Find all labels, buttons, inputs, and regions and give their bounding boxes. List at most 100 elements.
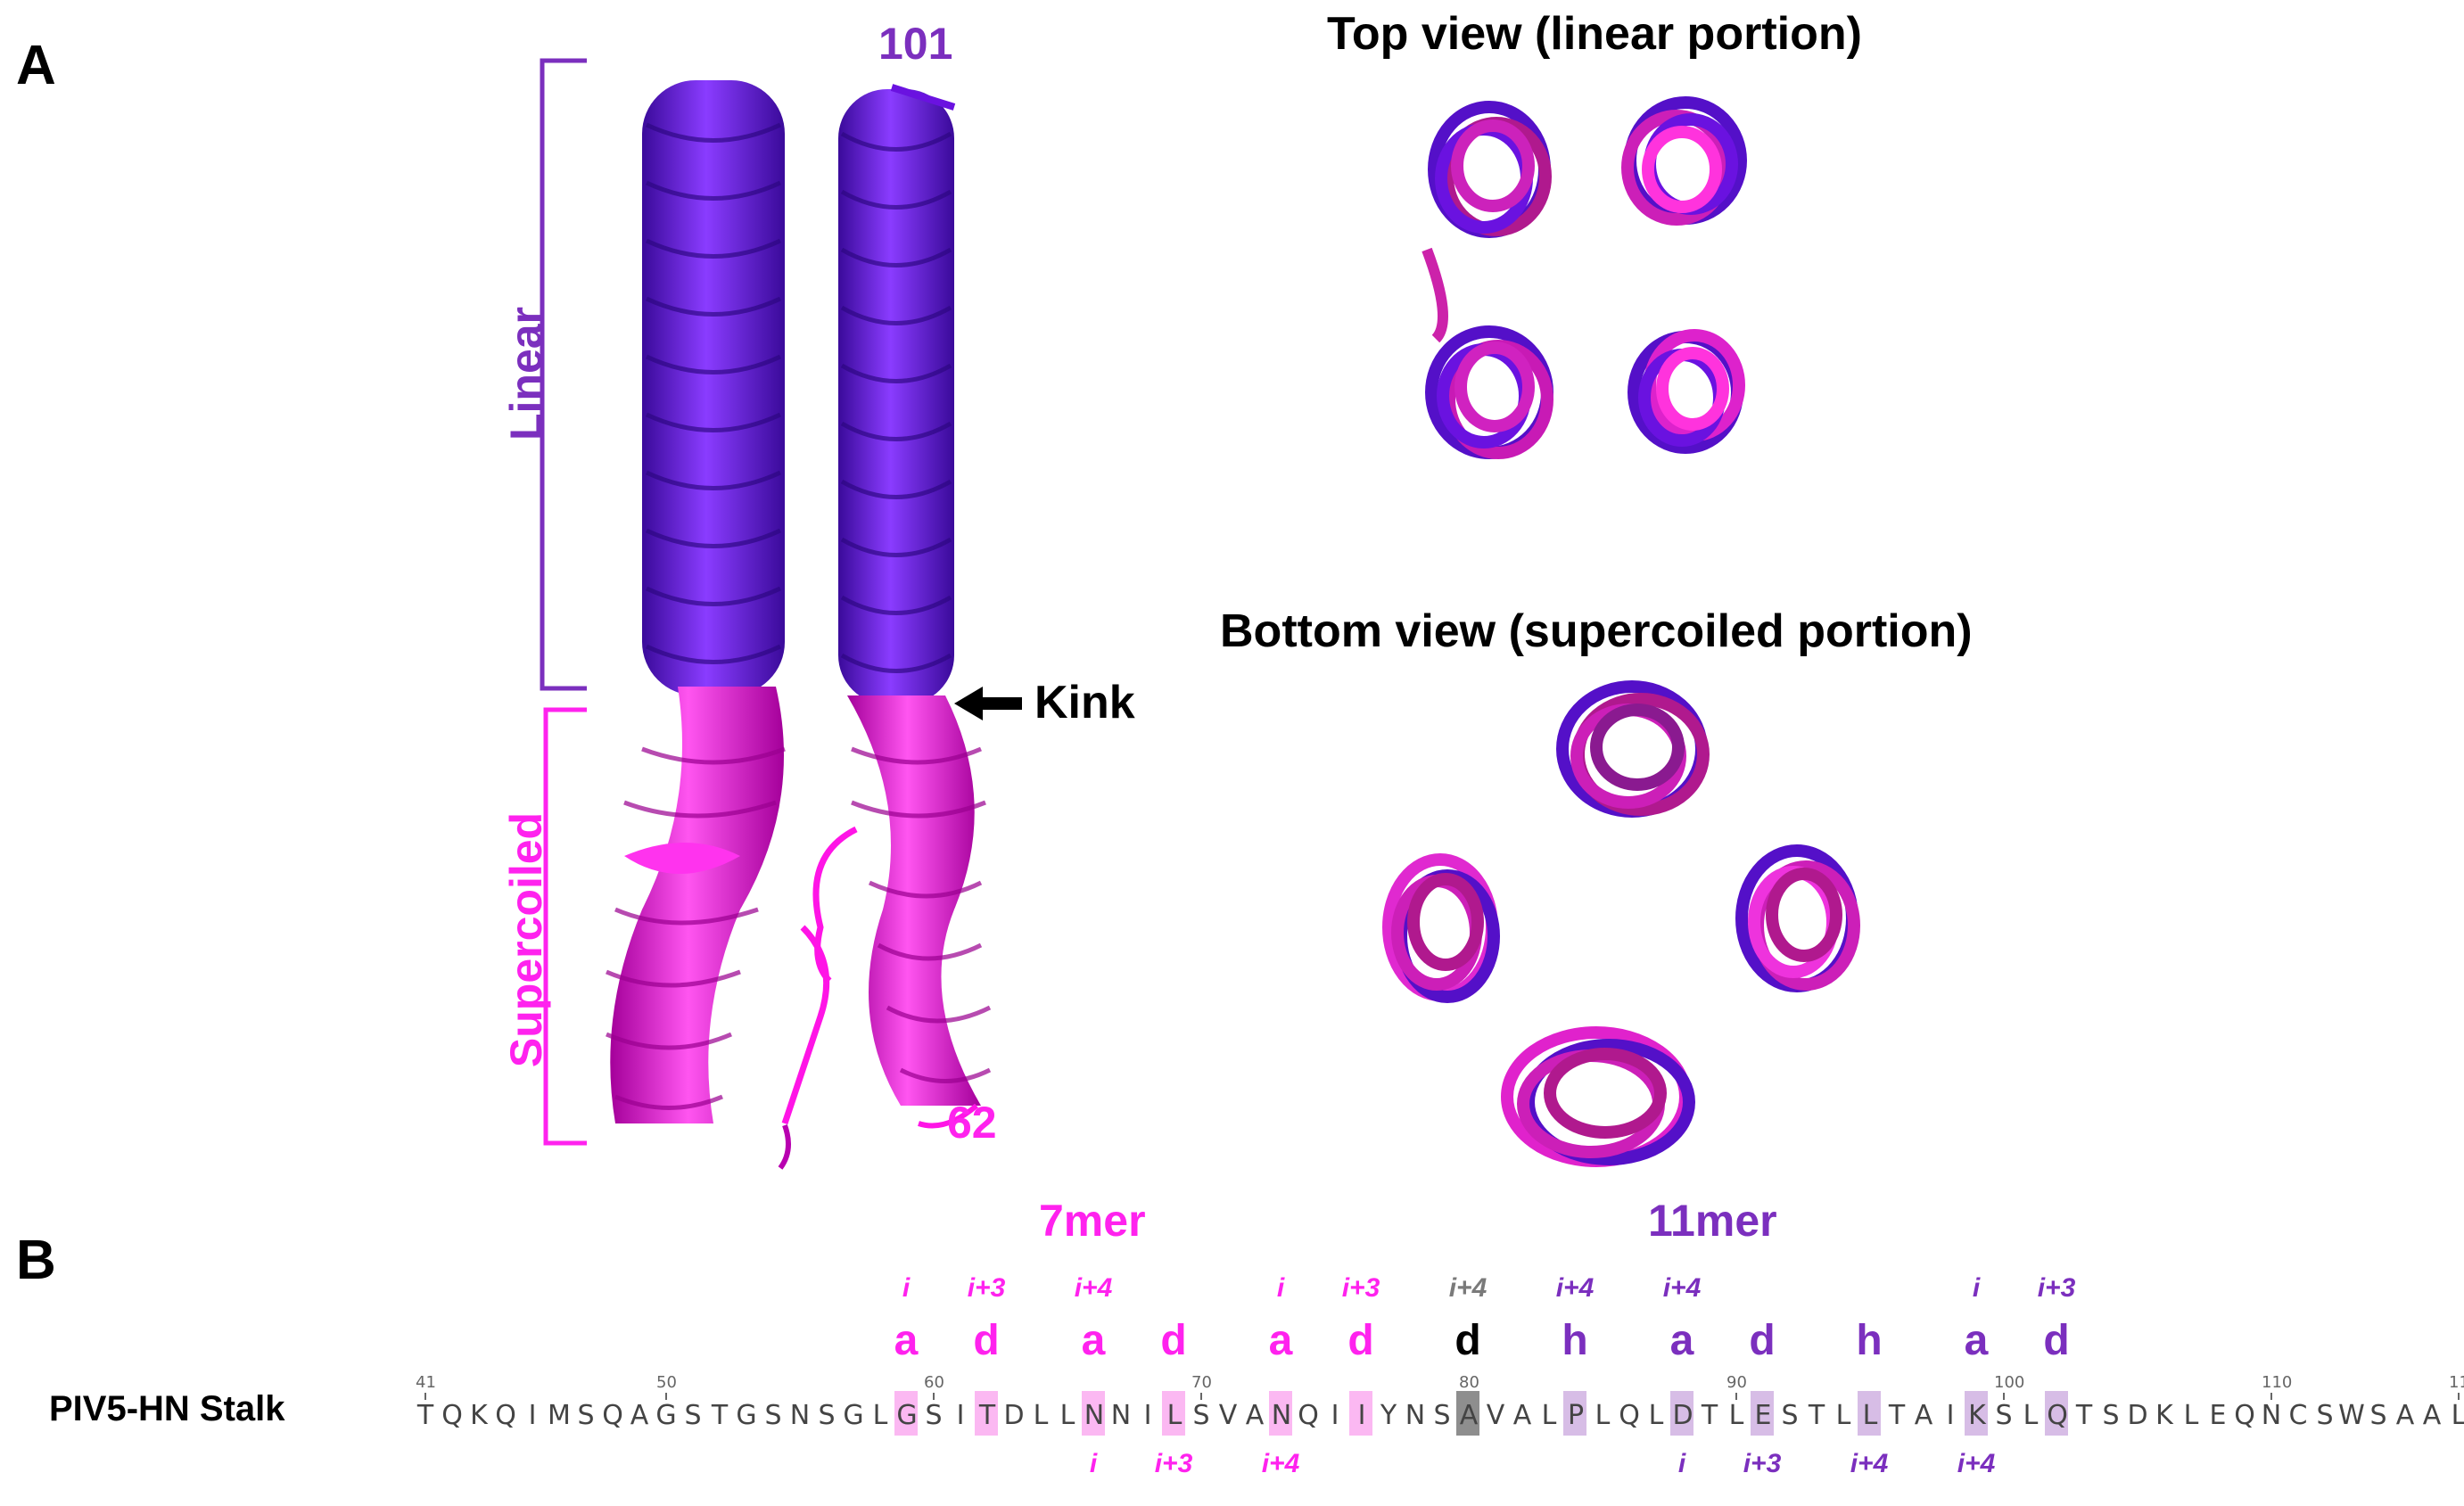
hendecad-bottom-index: i+4 [1957,1449,1996,1478]
residue: I [1946,1400,1955,1431]
ruler-number: 100 [1994,1373,2025,1392]
hendecad-highlight [1858,1391,1881,1436]
linear-bracket [540,58,587,691]
residue: Q [602,1400,623,1431]
hendecad-highlight [1751,1391,1774,1436]
heptad-position-letter: a [1081,1317,1106,1364]
residue: V [1486,1400,1505,1431]
residue: S [2316,1400,2334,1431]
residue: L [1166,1400,1183,1431]
hendecad-top-index: i+4 [1662,1273,1702,1303]
heptad-highlight [1349,1391,1372,1436]
residue: A [2422,1400,2442,1431]
residue: S [818,1400,836,1431]
residue: T [711,1400,729,1431]
helix-left-supercoiled [606,687,830,1170]
heptad-highlight [1082,1391,1105,1436]
residue: Q [2234,1400,2255,1431]
hendecad-highlight [1456,1391,1479,1436]
residue: S [1995,1400,2013,1431]
residue: A [1914,1400,1933,1431]
heptad-highlight [975,1391,998,1436]
hendecad-position-letter: d [1749,1317,1776,1364]
heptad-position-letter: d [1160,1317,1187,1364]
residue: T [416,1400,434,1431]
residue: S [2102,1400,2120,1431]
heptad-title: 7mer [1039,1196,1146,1246]
hendecad-position-letter: h [1856,1317,1883,1364]
residue: I [528,1400,537,1431]
residue: L [1541,1400,1557,1431]
panel-a-letter: A [16,35,56,96]
residue: I [1331,1400,1339,1431]
hendecad-bottom-index: i [1677,1449,1686,1478]
supercoiled-bracket [543,707,587,1146]
residue: Q [495,1400,516,1431]
panel-b-letter: B [16,1230,56,1291]
hendecad-highlight [1965,1391,1988,1436]
heptad-position-letter: a [1268,1317,1293,1364]
heptad-highlight [1162,1391,1185,1436]
residue: L [1728,1400,1744,1431]
residue: S [1192,1400,1210,1431]
heptad-position-letter: d [1347,1317,1374,1364]
heptad-position-letter: a [894,1317,919,1364]
residue: N [789,1400,811,1431]
residue: L [2183,1400,2199,1431]
heptad-highlight [894,1391,918,1436]
bottom-view-rings [1382,680,1860,1167]
residue: I [1143,1400,1152,1431]
residue: L [1862,1400,1878,1431]
residue: N [1405,1400,1426,1431]
residue: L [1648,1400,1664,1431]
residue: N [1110,1400,1132,1431]
residue: C [2288,1400,2308,1431]
residue: L [1595,1400,1611,1431]
ruler-number: 50 [656,1373,677,1392]
residue: A [2395,1400,2415,1431]
residue: I [1357,1400,1366,1431]
hendecad-position-letter: a [1669,1317,1694,1364]
kink-label: Kink [1034,677,1135,728]
ruler-number: 70 [1191,1373,1212,1392]
bottom-view-title: Bottom view (supercoiled portion) [1220,605,1973,657]
heptad-top-index: i [1276,1273,1285,1303]
heptad-top-index: i [902,1273,911,1303]
residue: S [2369,1400,2387,1431]
hendecad-position-letter: h [1562,1317,1588,1364]
hendecad-highlight [2045,1391,2068,1436]
heptad-top-index: i+3 [967,1273,1006,1303]
ruler-number: 110 [2262,1373,2293,1392]
sequence-name: PIV5-HN Stalk [49,1389,285,1428]
residue: G [896,1400,918,1431]
residue: I [956,1400,965,1431]
residue: A [1512,1400,1532,1431]
residue: L [1033,1400,1049,1431]
residue: S [1433,1400,1451,1431]
residue: T [2075,1400,2093,1431]
heptad-bottom-index: i [1089,1449,1098,1478]
heptad-position-letter: d [973,1317,1000,1364]
hendecad-top-index: i [1972,1273,1981,1303]
ruler-number: 60 [924,1373,944,1392]
residue: N [1084,1400,1105,1431]
helix-right-supercoiled [812,695,992,1129]
hendecad-position-letter: d [2043,1317,2070,1364]
hendecad-title: 11mer [1648,1196,1777,1246]
ruler-number: 117 [2449,1373,2464,1392]
residue: L [872,1400,888,1431]
residue: L [2451,1400,2464,1431]
heptad-highlight [1269,1391,1292,1436]
heptad-top-index: i+3 [1341,1273,1380,1303]
heptad-bottom-index: i+4 [1261,1449,1300,1478]
residue: L [2023,1400,2039,1431]
hendecad-position-letter: a [1964,1317,1989,1364]
hendecad-top-index: i+4 [1448,1273,1487,1303]
ruler-number: 90 [1726,1373,1747,1392]
residue: Y [1380,1400,1397,1431]
residue: K [1968,1400,1986,1431]
residue: A [630,1400,649,1431]
kink-arrow [954,687,1022,720]
